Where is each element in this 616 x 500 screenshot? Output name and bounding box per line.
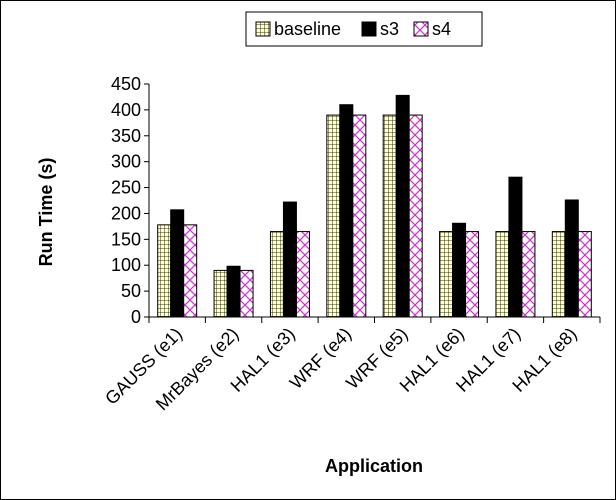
x-axis-title: Application bbox=[325, 456, 423, 476]
bars bbox=[157, 94, 592, 318]
y-tick-label: 250 bbox=[111, 178, 141, 198]
y-axis: 0 50 100 150 200 250 300 350 400 450 bbox=[111, 74, 150, 327]
bar-s3-6 bbox=[508, 176, 523, 318]
bar-s3-0 bbox=[170, 209, 185, 318]
bar-s3-2 bbox=[282, 201, 297, 318]
legend-swatch-baseline bbox=[255, 21, 271, 37]
bar-s3-7 bbox=[564, 199, 579, 318]
legend-label-baseline: baseline bbox=[274, 19, 341, 39]
bar-baseline-4 bbox=[382, 114, 397, 318]
legend-label-s4: s4 bbox=[432, 19, 451, 39]
y-tick-label: 350 bbox=[111, 126, 141, 146]
bar-s4-3 bbox=[352, 114, 367, 318]
y-tick-label: 150 bbox=[111, 229, 141, 249]
bar-s4-6 bbox=[521, 231, 536, 318]
legend-swatch-s3 bbox=[361, 21, 377, 37]
bar-baseline-7 bbox=[551, 231, 566, 318]
y-tick-label: 300 bbox=[111, 152, 141, 172]
bar-baseline-6 bbox=[495, 231, 510, 318]
bar-s4-1 bbox=[239, 269, 254, 318]
legend-label-s3: s3 bbox=[380, 19, 399, 39]
y-tick-label: 200 bbox=[111, 203, 141, 223]
bar-s4-2 bbox=[295, 231, 310, 318]
legend-swatch-s4 bbox=[413, 21, 429, 37]
y-tick-label: 50 bbox=[121, 281, 141, 301]
bar-s3-1 bbox=[226, 265, 241, 318]
legend: baseline s3 s4 bbox=[245, 11, 483, 47]
y-tick-label: 400 bbox=[111, 100, 141, 120]
y-axis-title: Run Time (s) bbox=[36, 158, 56, 267]
bar-s4-7 bbox=[577, 231, 592, 318]
x-axis: GAUSS (e1)MrBayes (e2)HAL1 (e3)WRF (e4)W… bbox=[101, 316, 601, 414]
bar-s4-4 bbox=[408, 114, 423, 318]
y-tick-label: 450 bbox=[111, 74, 141, 94]
bar-s3-4 bbox=[395, 94, 410, 318]
bar-baseline-3 bbox=[326, 114, 341, 318]
bar-s4-0 bbox=[183, 224, 198, 318]
bar-s4-5 bbox=[465, 231, 480, 318]
bar-baseline-0 bbox=[157, 224, 172, 318]
y-tick-label: 0 bbox=[131, 307, 141, 327]
bar-s3-3 bbox=[339, 104, 354, 318]
bar-baseline-2 bbox=[269, 231, 284, 318]
bar-baseline-1 bbox=[213, 269, 228, 318]
bar-baseline-5 bbox=[439, 231, 454, 318]
bar-s3-5 bbox=[452, 222, 467, 318]
y-tick-label: 100 bbox=[111, 255, 141, 275]
